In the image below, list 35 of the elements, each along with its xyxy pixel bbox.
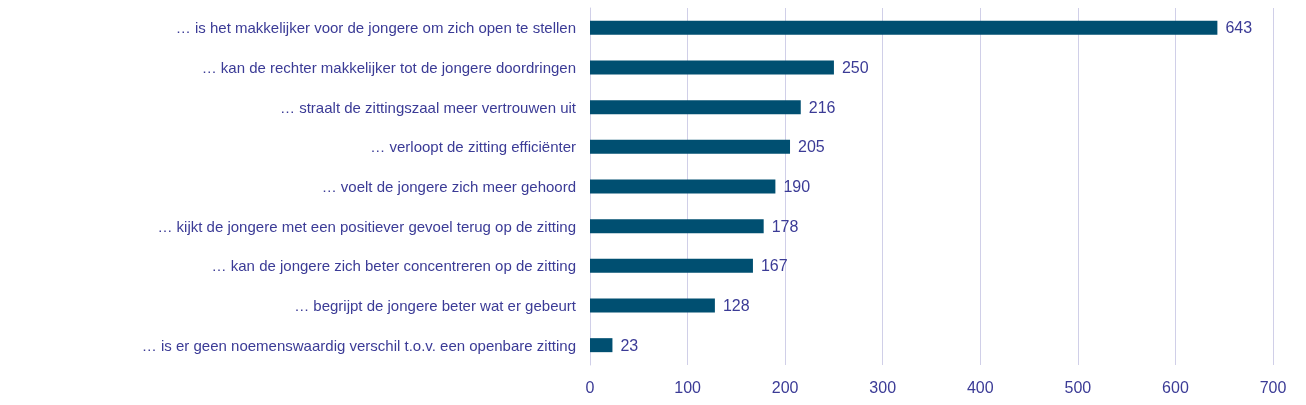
x-tick-label: 200 — [771, 378, 799, 396]
data-label: 250 — [841, 59, 869, 76]
y-tick-label: … begrijpt de jongere beter wat er gebeurt — [294, 297, 577, 314]
y-tick-label: … kijkt de jongere met een positiever gevoel terug op de zitting — [157, 217, 576, 235]
data-label: 23 — [620, 336, 639, 354]
bar — [590, 338, 613, 353]
y-tick-label: … is er geen noemenswaardig verschil t.o.v. een openbare zitting — [141, 336, 576, 354]
bar — [590, 139, 791, 154]
y-tick-label: … is het makkelijker voor de jongere om zich open te stellen — [175, 19, 576, 37]
data-label: 178 — [771, 217, 799, 235]
x-tick-label: 0 — [585, 378, 595, 396]
y-tick-label: … straalt de zittingszaal meer vertrouwen uit — [280, 98, 577, 116]
y-tick-label: … verloopt de zitting efficiënter — [370, 138, 576, 156]
bar — [590, 60, 834, 75]
data-label: 643 — [1225, 19, 1253, 37]
data-label: 216 — [808, 98, 836, 116]
x-tick-label: 100 — [674, 378, 702, 396]
bar — [590, 219, 764, 234]
x-tick-label: 500 — [1064, 378, 1092, 396]
bar — [590, 20, 1218, 35]
data-label: 167 — [760, 257, 788, 275]
bar — [590, 258, 753, 273]
data-label: 205 — [798, 138, 825, 156]
bar — [590, 179, 776, 194]
y-tick-label: … voelt de jongere zich meer gehoord — [321, 178, 576, 195]
data-label: 128 — [722, 297, 750, 314]
y-tick-label: … kan de jongere zich beter concentreren op de zitting — [211, 257, 576, 275]
bar — [590, 100, 801, 115]
x-tick-label: 600 — [1162, 378, 1189, 396]
x-tick-label: 400 — [966, 378, 994, 396]
y-tick-label: … kan de rechter makkelijker tot de jongere doordringen — [201, 59, 576, 76]
data-label: 190 — [783, 178, 811, 195]
x-tick-label: 700 — [1259, 378, 1287, 396]
x-tick-label: 300 — [869, 378, 897, 396]
bar — [590, 298, 715, 313]
